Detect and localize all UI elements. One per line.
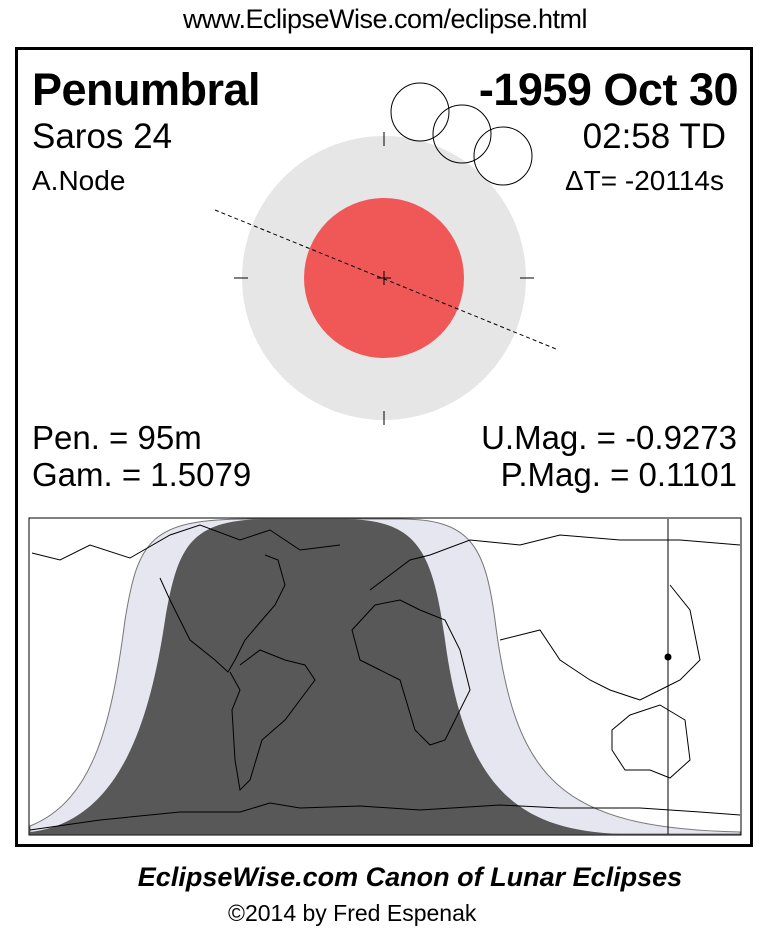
penumbral-duration: Pen. = 95m [32,419,202,456]
node-label: A.Node [32,165,126,196]
umbral-visibility-zone [30,519,620,834]
gamma: Gam. = 1.5079 [32,456,252,493]
coastlines [29,524,741,831]
copyright: ©2014 by Fred Espenak [228,900,477,926]
subsolar-point-marker [664,653,672,661]
eclipse-date: -1959 Oct 30 [478,64,739,115]
saros-number: Saros 24 [32,117,173,156]
moon-positions [390,82,533,186]
canon-title: EclipseWise.com Canon of Lunar Eclipses [137,862,683,892]
moon-last-contact [473,126,533,186]
delta-t: ΔT= -20114s [564,165,724,196]
moon-first-contact [390,82,450,142]
visibility-map [28,517,742,836]
source-url: www.EclipseWise.com/eclipse.html [182,4,588,34]
moon-greatest-eclipse [432,104,492,164]
axis-ticks [234,132,534,425]
eclipse-type: Penumbral [32,64,261,115]
ecliptic-path [214,209,557,350]
umbral-magnitude: U.Mag. = -0.9273 [481,419,737,456]
penumbral-magnitude: P.Mag. = 0.1101 [500,456,737,493]
eclipse-frame [15,47,753,847]
eclipse-time: 02:58 TD [582,117,726,156]
